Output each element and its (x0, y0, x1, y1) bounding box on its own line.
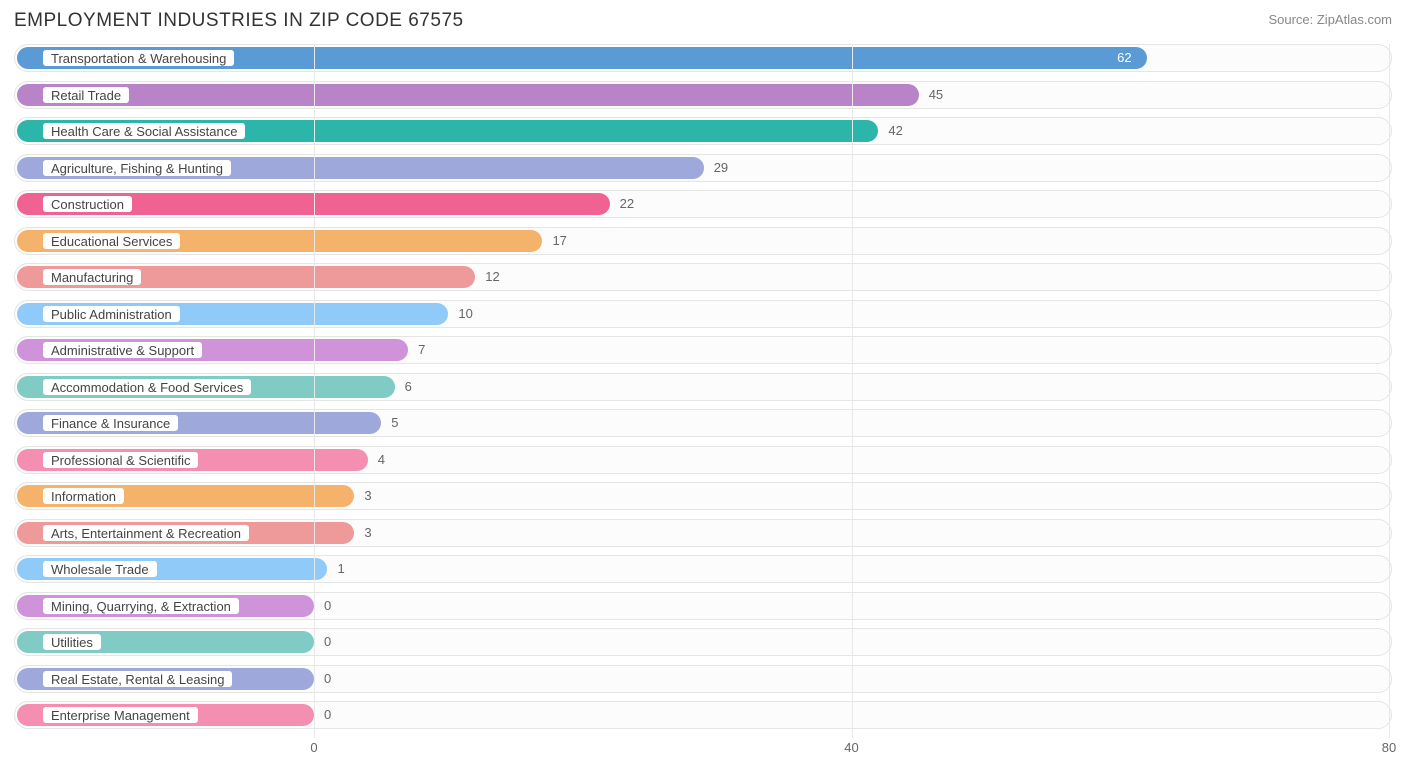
bar-value-label: 29 (714, 154, 728, 182)
bar-row: Construction 22 (14, 190, 1392, 218)
bar-category-label: Public Administration (42, 305, 181, 323)
bar-value-label: 22 (620, 190, 634, 218)
bar-row: Real Estate, Rental & Leasing 0 (14, 665, 1392, 693)
bar-category-label: Enterprise Management (42, 706, 199, 724)
bar-category-label: Professional & Scientific (42, 451, 199, 469)
bar-row: Mining, Quarrying, & Extraction 0 (14, 592, 1392, 620)
bar-category-label: Information (42, 487, 125, 505)
bar-category-label: Construction (42, 195, 133, 213)
bar-value-label: 1 (337, 555, 344, 583)
bar-row: Educational Services 17 (14, 227, 1392, 255)
bar-value-label: 0 (324, 665, 331, 693)
bar-row: Administrative & Support 7 (14, 336, 1392, 364)
bar-value-label: 0 (324, 628, 331, 656)
chart-area: Transportation & Warehousing 62 Retail Tra… (14, 44, 1392, 744)
bar-category-label: Manufacturing (42, 268, 142, 286)
bar-category-label: Arts, Entertainment & Recreation (42, 524, 250, 542)
gridline (314, 44, 315, 738)
bar-row: Information 3 (14, 482, 1392, 510)
bar-value-label: 4 (378, 446, 385, 474)
source-attribution: Source: ZipAtlas.com (1268, 12, 1392, 27)
bar-value-label: 7 (418, 336, 425, 364)
bar-category-label: Real Estate, Rental & Leasing (42, 670, 233, 688)
bar-value-label: 0 (324, 592, 331, 620)
bar-value-label: 42 (888, 117, 902, 145)
bar-row: Wholesale Trade 1 (14, 555, 1392, 583)
bar-value-label: 12 (485, 263, 499, 291)
bar-value-label: 62 (1117, 44, 1131, 72)
bar-row: Professional & Scientific 4 (14, 446, 1392, 474)
bar-value-label: 45 (929, 81, 943, 109)
bar-category-label: Transportation & Warehousing (42, 49, 235, 67)
bar-value-label: 17 (552, 227, 566, 255)
bar-category-label: Wholesale Trade (42, 560, 158, 578)
bar-row: Finance & Insurance 5 (14, 409, 1392, 437)
bar-row: Enterprise Management 0 (14, 701, 1392, 729)
gridline (852, 44, 853, 738)
bar-category-label: Educational Services (42, 232, 181, 250)
bar-rows-container: Transportation & Warehousing 62 Retail Tra… (14, 44, 1392, 729)
bar-fill (17, 84, 919, 106)
bar-value-label: 3 (364, 482, 371, 510)
bar-value-label: 6 (405, 373, 412, 401)
bar-row: Transportation & Warehousing 62 (14, 44, 1392, 72)
x-axis-tick: 80 (1382, 740, 1396, 755)
x-axis-tick: 0 (310, 740, 317, 755)
bar-category-label: Finance & Insurance (42, 414, 179, 432)
bar-category-label: Administrative & Support (42, 341, 203, 359)
bar-category-label: Retail Trade (42, 86, 130, 104)
bar-row: Utilities 0 (14, 628, 1392, 656)
chart-title: EMPLOYMENT INDUSTRIES IN ZIP CODE 67575 (14, 10, 464, 32)
bar-value-label: 3 (364, 519, 371, 547)
bar-value-label: 5 (391, 409, 398, 437)
bar-category-label: Utilities (42, 633, 102, 651)
bar-row: Accommodation & Food Services 6 (14, 373, 1392, 401)
bar-row: Retail Trade 45 (14, 81, 1392, 109)
bar-row: Public Administration 10 (14, 300, 1392, 328)
bar-category-label: Agriculture, Fishing & Hunting (42, 159, 232, 177)
bar-row: Health Care & Social Assistance 42 (14, 117, 1392, 145)
bar-category-label: Mining, Quarrying, & Extraction (42, 597, 240, 615)
gridline (1389, 44, 1390, 738)
x-axis-tick: 40 (844, 740, 858, 755)
bar-value-label: 0 (324, 701, 331, 729)
bar-category-label: Accommodation & Food Services (42, 378, 252, 396)
bar-row: Agriculture, Fishing & Hunting 29 (14, 154, 1392, 182)
bar-value-label: 10 (458, 300, 472, 328)
bar-row: Manufacturing 12 (14, 263, 1392, 291)
bar-category-label: Health Care & Social Assistance (42, 122, 246, 140)
bar-row: Arts, Entertainment & Recreation 3 (14, 519, 1392, 547)
